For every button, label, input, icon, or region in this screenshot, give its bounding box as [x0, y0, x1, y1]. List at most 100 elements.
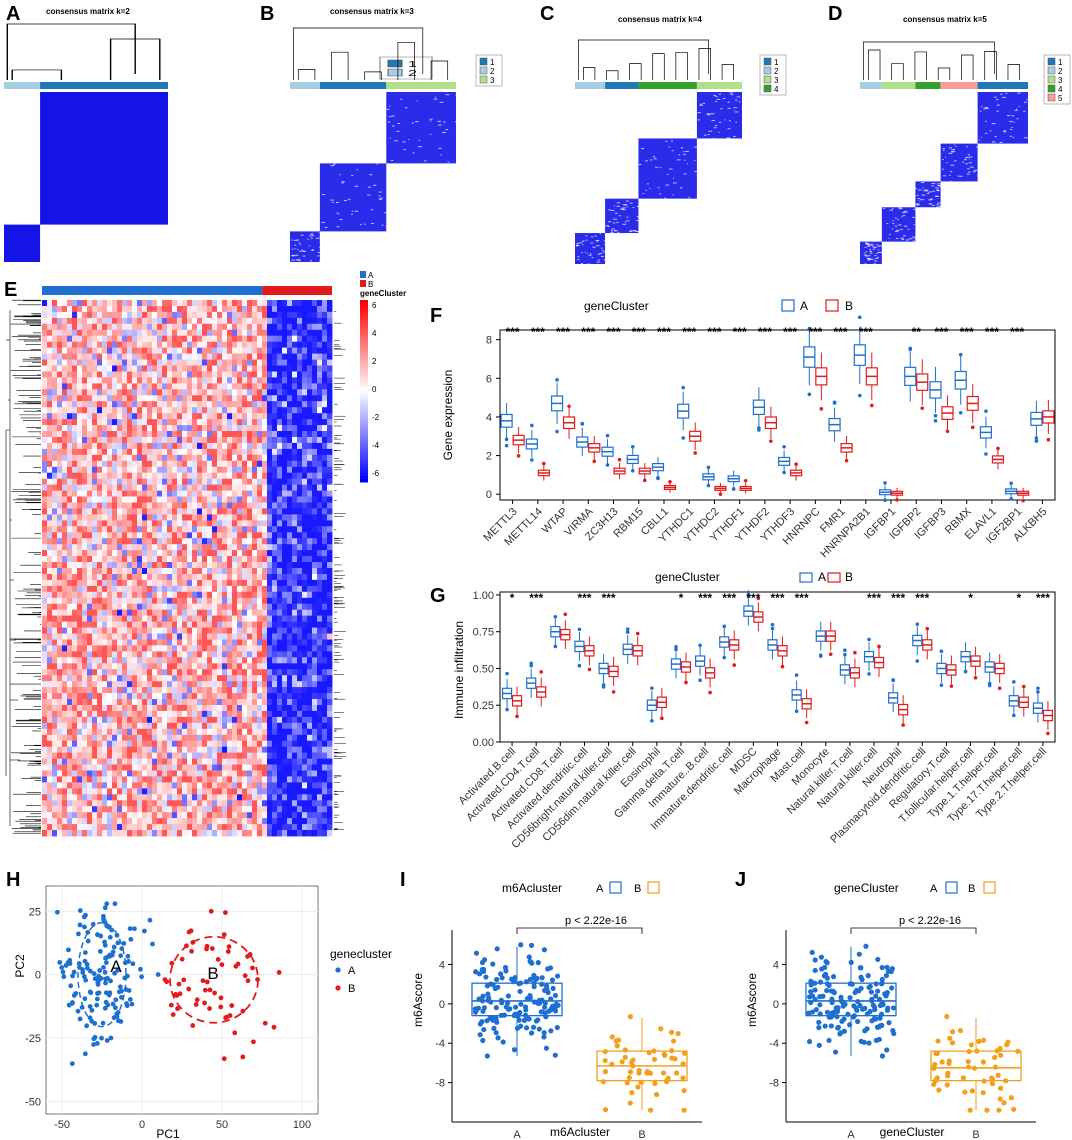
- heatmap-cell: [292, 341, 298, 349]
- consensus-noise: [931, 182, 936, 184]
- heatmap-cell: [257, 538, 263, 545]
- heatmap-cell: [177, 591, 183, 599]
- heatmap-cell: [77, 460, 83, 468]
- heatmap-cell: [327, 377, 333, 384]
- heatmap-cell: [252, 389, 258, 396]
- consensus-k3: 123: [290, 27, 503, 262]
- heatmap-cell: [92, 395, 98, 402]
- heatmap-cell: [67, 574, 73, 581]
- heatmap-cell: [62, 508, 68, 515]
- heatmap-cell: [52, 597, 58, 605]
- heatmap-cell: [247, 728, 253, 736]
- consensus-noise: [683, 153, 686, 155]
- consensus-dendrogram: [863, 41, 1020, 80]
- heatmap-cell: [217, 466, 223, 474]
- consensus-noise: [913, 224, 915, 226]
- heatmap-cell: [87, 609, 93, 617]
- heatmap-cell: [192, 413, 198, 420]
- consensus-noise: [991, 141, 996, 143]
- heatmap-cell: [247, 502, 253, 509]
- heatmap-cell: [182, 502, 188, 509]
- heatmap-cell: [242, 675, 248, 682]
- heatmap-cell: [142, 574, 148, 581]
- heatmap-cell: [47, 496, 53, 503]
- heatmap-cell: [307, 460, 313, 468]
- heatmap-cell: [167, 639, 173, 646]
- heatmap-cell: [137, 454, 143, 462]
- heatmap-cell: [302, 693, 308, 700]
- heatmap-cell: [177, 502, 183, 509]
- heatmap-cell: [257, 365, 263, 372]
- heatmap-cell: [112, 395, 118, 402]
- heatmap-cell: [277, 359, 283, 366]
- heatmap-cell: [277, 699, 283, 706]
- heatmap-cell: [247, 300, 253, 307]
- heatmap-cell: [107, 615, 113, 622]
- heatmap-cell: [277, 591, 283, 599]
- heatmap-cell: [197, 323, 203, 331]
- heatmap-cell: [72, 454, 78, 462]
- heatmap-cell: [122, 669, 128, 676]
- heatmap-cell: [277, 377, 283, 384]
- heatmap-cell: [42, 460, 48, 468]
- heatmap-cell: [42, 645, 48, 652]
- heatmap-cell: [247, 568, 253, 575]
- heatmap-cell: [117, 597, 123, 605]
- heatmap-cell: [52, 550, 58, 557]
- heatmap-cell: [52, 716, 58, 724]
- heatmap-cell: [327, 538, 333, 545]
- heatmap-cell: [262, 538, 268, 545]
- heatmap-cell: [177, 609, 183, 617]
- heatmap-cell: [292, 460, 298, 468]
- heatmap-cell: [317, 466, 323, 474]
- heatmap-cell: [322, 377, 328, 384]
- heatmap-cell: [322, 323, 328, 331]
- heatmap-cell: [192, 585, 198, 593]
- heatmap-cell: [107, 389, 113, 396]
- heatmap-cell: [202, 675, 208, 682]
- consensus-noise: [911, 236, 916, 238]
- heatmap-cell: [182, 633, 188, 640]
- heatmap-cell: [217, 329, 223, 337]
- heatmap-cell: [317, 585, 323, 593]
- heatmap-cell: [162, 460, 168, 468]
- heatmap-cell: [207, 431, 213, 438]
- heatmap-cell: [132, 514, 138, 521]
- heatmap-cell: [47, 556, 53, 563]
- heatmap-cell: [322, 371, 328, 378]
- heatmap-cell: [102, 425, 108, 432]
- heatmap-cell: [82, 359, 88, 366]
- heatmap-cell: [182, 419, 188, 426]
- heatmap-cell: [232, 496, 238, 503]
- heatmap-cell: [207, 699, 213, 706]
- heatmap-cell: [137, 597, 143, 605]
- heatmap-cell: [327, 419, 333, 426]
- heatmap-cell: [87, 591, 93, 599]
- heatmap-cell: [197, 311, 203, 319]
- heatmap-cell: [107, 603, 113, 611]
- consensus-dendrogram: [6, 23, 161, 80]
- heatmap-cell: [152, 306, 158, 313]
- heatmap-cell: [167, 508, 173, 515]
- heatmap-cell: [317, 311, 323, 319]
- heatmap-cell: [72, 520, 78, 527]
- consensus-noise: [354, 185, 359, 187]
- consensus-noise: [864, 252, 866, 254]
- heatmap-cell: [197, 317, 203, 325]
- heatmap-cell: [67, 466, 73, 474]
- heatmap-cell: [72, 633, 78, 640]
- heatmap-cell: [92, 597, 98, 605]
- heatmap-cell: [112, 442, 118, 450]
- heatmap-cell: [222, 508, 228, 515]
- heatmap-cell: [177, 389, 183, 396]
- heatmap-cell: [242, 401, 248, 408]
- heatmap-cell: [117, 359, 123, 366]
- consensus-noise: [937, 185, 941, 187]
- heatmap-cell: [317, 514, 323, 521]
- heatmap-cell: [307, 520, 313, 527]
- heatmap-cell: [82, 609, 88, 617]
- heatmap-cell: [327, 591, 333, 599]
- heatmap-cell: [132, 496, 138, 503]
- consensus-noise: [683, 173, 687, 175]
